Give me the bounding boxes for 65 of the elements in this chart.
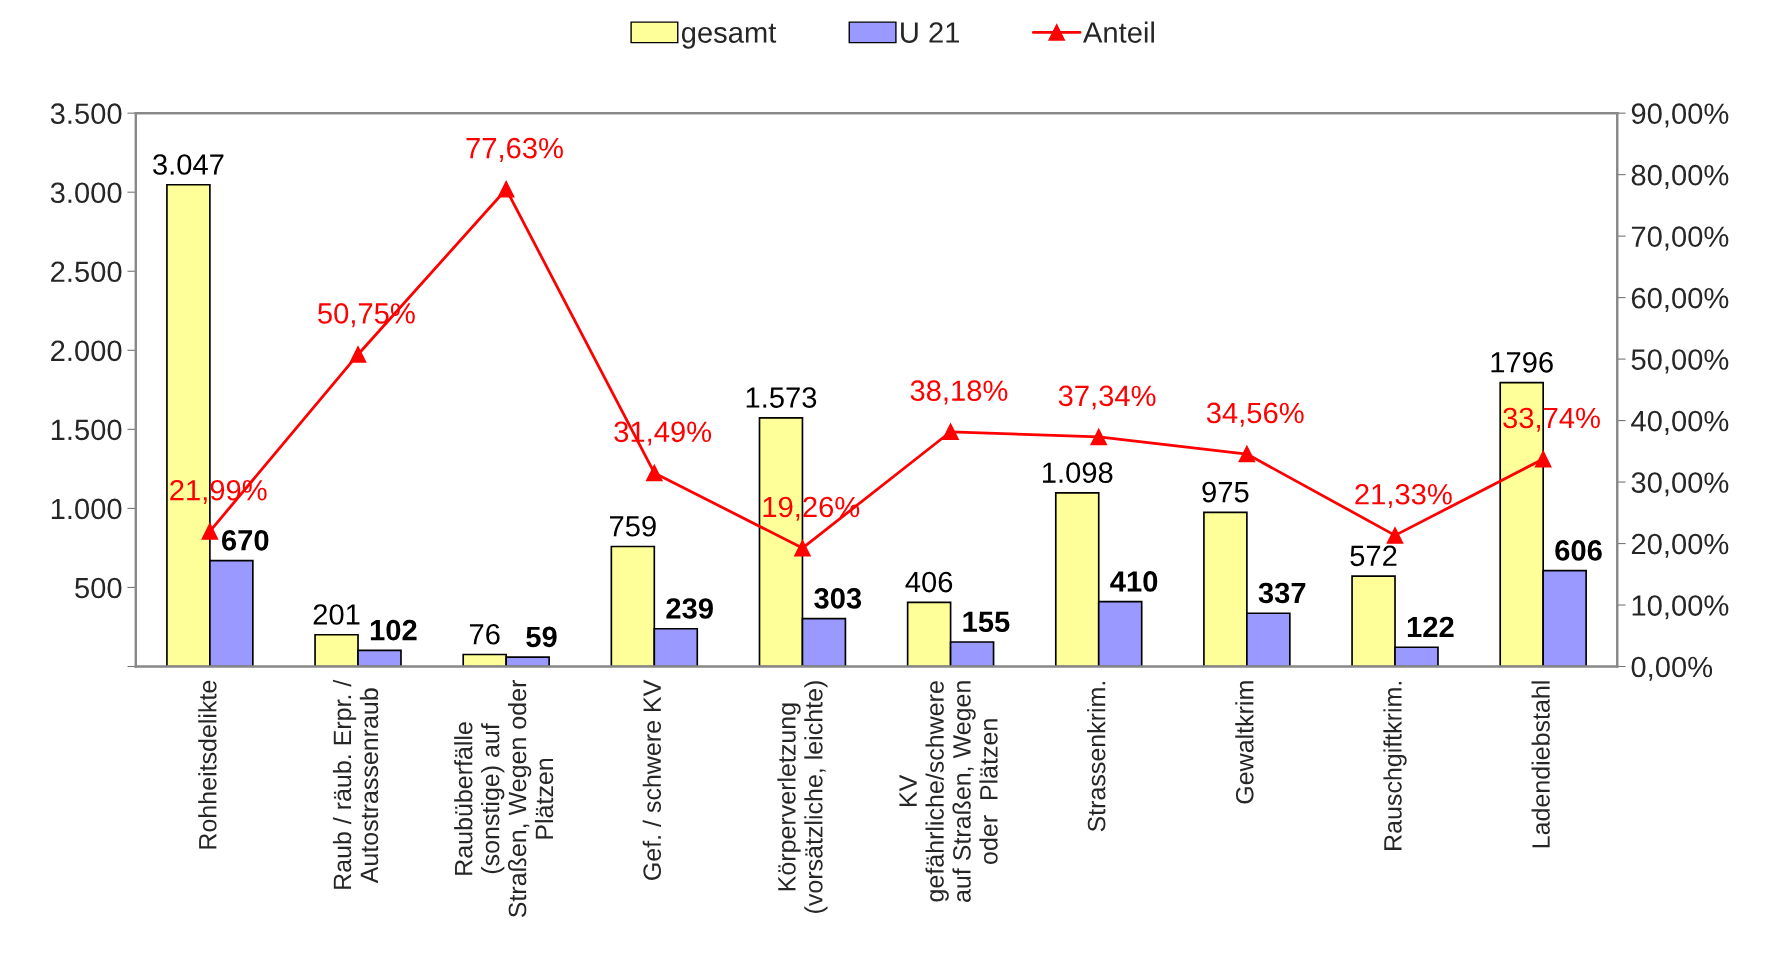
y-tick-label: 1.000 [51,498,122,520]
data-label: 77,63% [466,137,563,162]
x-tick-label: Gef. / schwere KV [642,679,662,880]
point [1238,445,1256,463]
data-label: 606 [1555,540,1602,561]
point [1534,450,1552,468]
data-label: 410 [1110,571,1158,592]
x-tick-label: KV gefährliche/schwere auf Straßen, Wegen oder Plätzen [899,681,998,902]
point [794,539,811,557]
point [1090,428,1108,446]
data-label: 1796 [1491,351,1553,373]
y2-tick-label: 90,00% [1631,103,1729,128]
legend-label: gesamt [681,23,777,49]
data-label: 155 [963,611,1010,633]
legend-label: U 21 [901,22,960,43]
y2-tick-label: 0,00% [1631,656,1713,681]
y2-tick-label: 10,00% [1632,595,1729,620]
data-label: 38,18% [910,380,1008,405]
data-label: 59 [526,626,557,648]
data-label: 122 [1407,616,1454,637]
data-label: 1.573 [746,387,817,408]
data-label: 975 [1202,481,1249,503]
data-label: 102 [370,619,417,641]
x-tick-label: Rohheitsdelikte [198,680,217,849]
data-label: 201 [313,604,360,625]
y2-tick-label: 50,00% [1631,349,1729,374]
point [942,423,959,441]
x-tick-label: Rauschgiftkrim. [1383,681,1407,850]
y2-tick-label: 70,00% [1631,226,1729,251]
data-label: 3.047 [153,154,224,175]
y-tick-label: 2.000 [51,340,122,362]
data-label: 76 [469,623,500,645]
y2-tick-label: 80,00% [1631,164,1729,189]
data-label: 37,34% [1058,385,1156,410]
point [201,522,219,540]
point [1386,527,1404,544]
y-tick-label: 3.500 [50,103,122,125]
y-tick-label: 2.500 [51,261,122,283]
x-tick-label: Raub / räub. Erpr. / Autostrassenraub [332,679,379,889]
data-label: 759 [610,515,656,537]
point [497,180,515,198]
y2-tick-label: 40,00% [1631,410,1729,435]
data-label: 406 [905,571,953,593]
y-tick-label: 500 [75,577,122,599]
point [349,346,367,363]
data-label: 21,33% [1355,483,1452,509]
data-label: 239 [666,598,713,619]
x-tick-label: Gewaltkrim [1235,681,1254,804]
y2-tick-label: 60,00% [1631,287,1729,312]
y-tick-label: 3.000 [50,182,122,204]
data-label: 670 [221,529,269,551]
y2-tick-label: 20,00% [1631,533,1729,558]
x-tick-label: Körperverletzung (vorsätzliche, leichte) [777,681,828,913]
x-tick-label: Ladendiebstahl [1531,681,1550,848]
y-tick-label: 1.500 [51,419,122,441]
data-label: 1.098 [1042,462,1113,483]
legend-label: Anteil [1082,21,1154,43]
data-label: 303 [814,588,862,609]
x-tick-label: Raubüberfälle (sonstige) auf Straßen, Wegen oder Plätzen [454,680,554,918]
data-label: 337 [1258,582,1306,604]
point [645,464,663,482]
data-label: 34,56% [1206,402,1304,427]
x-tick-label: Strassenkrim. [1087,681,1106,832]
data-label: 572 [1350,545,1397,567]
y2-tick-label: 30,00% [1631,472,1729,497]
